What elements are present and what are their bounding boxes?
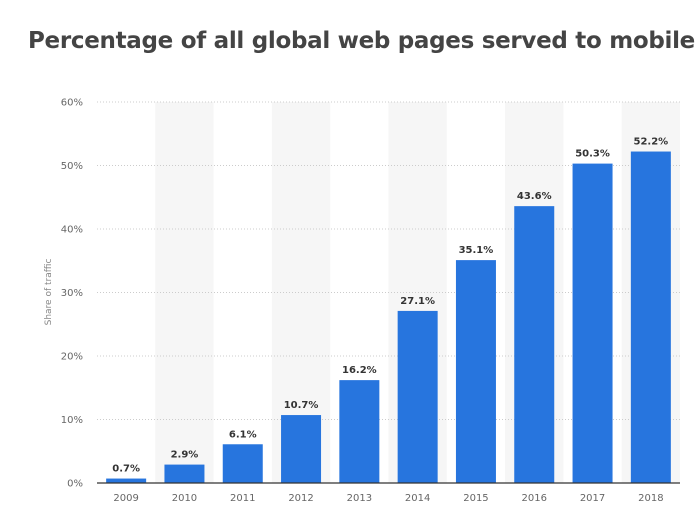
bar-2017 [572,163,613,483]
bar-2015 [455,260,496,483]
data-label: 16.2% [342,365,377,376]
data-label: 6.1% [229,429,257,440]
x-tick-label: 2013 [347,493,372,504]
x-tick-label: 2011 [230,493,255,504]
x-tick-label: 2016 [522,493,547,504]
y-tick-label: 50% [61,161,83,172]
bar-2018 [630,151,671,483]
data-label: 50.3% [575,149,610,160]
bar-2012 [281,415,322,483]
bar-2011 [222,444,263,483]
x-tick-label: 2017 [580,493,605,504]
y-tick-label: 40% [61,225,83,236]
x-tick-label: 2015 [463,493,488,504]
bar-2016 [514,206,555,483]
chart-title: Percentage of all global web pages serve… [28,28,695,54]
bar-2013 [339,380,380,483]
x-tick-label: 2014 [405,493,430,504]
data-label: 0.7% [112,464,140,475]
x-tick-label: 2018 [638,493,663,504]
bar-2014 [397,310,438,483]
data-label: 27.1% [400,296,435,307]
bar-2010 [164,464,205,483]
y-tick-label: 0% [67,479,83,490]
y-axis-label: Share of traffic [44,259,54,326]
data-label: 43.6% [517,191,552,202]
data-label: 52.2% [633,137,668,148]
x-tick-label: 2010 [172,493,197,504]
x-tick-label: 2012 [288,493,313,504]
y-tick-label: 10% [61,415,83,426]
data-label: 35.1% [459,245,494,256]
y-tick-label: 20% [61,352,83,363]
data-label: 10.7% [284,400,319,411]
x-tick-label: 2009 [113,493,138,504]
y-tick-label: 30% [61,288,83,299]
data-label: 2.9% [171,450,199,461]
y-tick-label: 60% [61,98,83,109]
bar-2009 [106,478,147,483]
